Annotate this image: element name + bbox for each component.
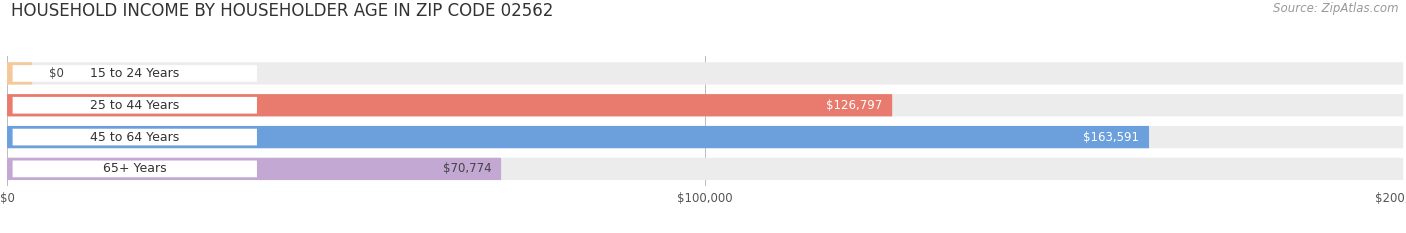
- Text: HOUSEHOLD INCOME BY HOUSEHOLDER AGE IN ZIP CODE 02562: HOUSEHOLD INCOME BY HOUSEHOLDER AGE IN Z…: [11, 2, 554, 20]
- Text: $126,797: $126,797: [827, 99, 883, 112]
- FancyBboxPatch shape: [7, 62, 1403, 85]
- FancyBboxPatch shape: [7, 62, 32, 85]
- Text: 25 to 44 Years: 25 to 44 Years: [90, 99, 180, 112]
- FancyBboxPatch shape: [7, 126, 1403, 148]
- FancyBboxPatch shape: [7, 94, 893, 116]
- Text: $70,774: $70,774: [443, 162, 491, 175]
- FancyBboxPatch shape: [7, 158, 1403, 180]
- Text: 15 to 24 Years: 15 to 24 Years: [90, 67, 180, 80]
- FancyBboxPatch shape: [7, 126, 1149, 148]
- Text: Source: ZipAtlas.com: Source: ZipAtlas.com: [1274, 2, 1399, 15]
- Text: 45 to 64 Years: 45 to 64 Years: [90, 130, 180, 144]
- FancyBboxPatch shape: [13, 129, 257, 145]
- Text: $163,591: $163,591: [1083, 130, 1139, 144]
- FancyBboxPatch shape: [13, 97, 257, 114]
- FancyBboxPatch shape: [7, 94, 1403, 116]
- Text: 65+ Years: 65+ Years: [103, 162, 166, 175]
- FancyBboxPatch shape: [13, 65, 257, 82]
- FancyBboxPatch shape: [13, 161, 257, 177]
- FancyBboxPatch shape: [7, 158, 501, 180]
- Text: $0: $0: [49, 67, 63, 80]
